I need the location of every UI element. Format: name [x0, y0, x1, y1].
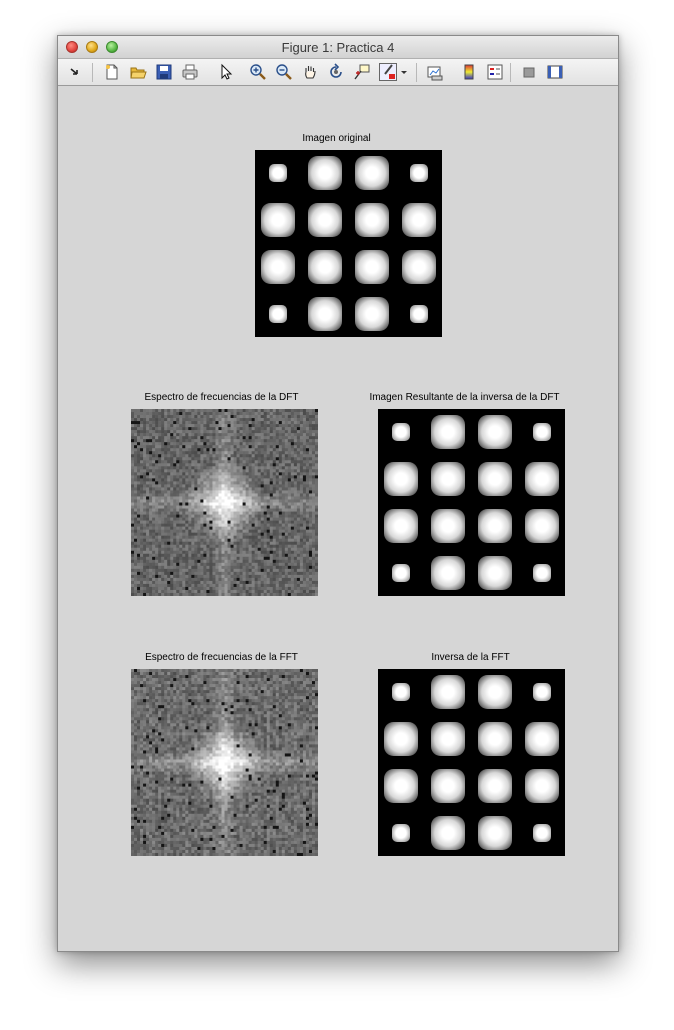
figure-toolbar [58, 59, 618, 86]
dft-inverse-axes-title: Imagen Resultante de la inversa de la DF… [369, 392, 560, 403]
large-square-blob [525, 722, 559, 756]
large-square-blob [431, 816, 465, 850]
fft-spectrum-image-axes[interactable] [131, 669, 318, 856]
link-plot-icon[interactable] [426, 63, 444, 81]
small-square-blob [410, 305, 428, 323]
dft-spectrum-image-axes[interactable] [131, 409, 318, 596]
brush-icon[interactable] [379, 63, 397, 81]
large-square-blob [431, 769, 465, 803]
small-square-blob [533, 564, 551, 582]
data-cursor-icon[interactable] [353, 63, 371, 81]
title-bar[interactable]: Figure 1: Practica 4 [58, 36, 618, 59]
print-icon[interactable] [181, 63, 199, 81]
small-square-blob [392, 824, 410, 842]
legend-icon[interactable] [486, 63, 504, 81]
new-figure-icon[interactable] [103, 63, 121, 81]
dropdown-caret-icon[interactable] [400, 63, 408, 81]
large-square-blob [384, 769, 418, 803]
figure-window: Figure 1: Practica 4 [57, 35, 619, 952]
large-square-blob [431, 509, 465, 543]
colorbar-icon[interactable] [460, 63, 478, 81]
small-square-blob [392, 683, 410, 701]
spectrum-plot [131, 409, 318, 596]
spectrum-plot [131, 669, 318, 856]
large-square-blob [431, 675, 465, 709]
large-square-blob [355, 156, 389, 190]
show-plot-tools-icon[interactable] [546, 63, 564, 81]
large-square-blob [525, 462, 559, 496]
large-square-blob [525, 769, 559, 803]
small-square-blob [533, 683, 551, 701]
small-square-blob [533, 824, 551, 842]
large-square-blob [355, 203, 389, 237]
toolbar-separator [92, 63, 93, 82]
small-square-blob [533, 423, 551, 441]
fft-spectrum-axes-title: Espectro de frecuencias de la FFT [145, 652, 298, 663]
small-square-blob [392, 564, 410, 582]
hide-plot-tools-icon[interactable] [520, 63, 538, 81]
fft-inverse-image-axes[interactable] [378, 669, 565, 856]
small-square-blob [410, 164, 428, 182]
dft-inverse-image-axes[interactable] [378, 409, 565, 596]
small-square-blob [269, 305, 287, 323]
large-square-blob [478, 509, 512, 543]
large-square-blob [478, 462, 512, 496]
rotate-3d-icon[interactable] [327, 63, 345, 81]
large-square-blob [478, 816, 512, 850]
large-square-blob [431, 722, 465, 756]
zoom-in-icon[interactable] [249, 63, 267, 81]
fft-inverse-axes-title: Inversa de la FFT [431, 652, 510, 663]
original-image-axes[interactable] [255, 150, 442, 337]
large-square-blob [478, 415, 512, 449]
minimize-window-button[interactable] [86, 41, 98, 53]
large-square-blob [308, 203, 342, 237]
window-title: Figure 1: Practica 4 [281, 40, 395, 55]
large-square-blob [308, 297, 342, 331]
large-square-blob [478, 722, 512, 756]
small-square-blob [269, 164, 287, 182]
small-square-blob [392, 423, 410, 441]
toolbar-separator [416, 63, 417, 82]
large-square-blob [261, 250, 295, 284]
large-square-blob [431, 462, 465, 496]
open-file-icon[interactable] [129, 63, 147, 81]
large-square-blob [384, 509, 418, 543]
traffic-lights [66, 41, 118, 53]
close-window-button[interactable] [66, 41, 78, 53]
original-axes-title: Imagen original [302, 133, 371, 144]
large-square-blob [355, 297, 389, 331]
large-square-blob [308, 156, 342, 190]
large-square-blob [355, 250, 389, 284]
pointer-icon[interactable] [217, 63, 235, 81]
large-square-blob [308, 250, 342, 284]
large-square-blob [478, 769, 512, 803]
save-icon[interactable] [155, 63, 173, 81]
large-square-blob [431, 415, 465, 449]
large-square-blob [384, 722, 418, 756]
large-square-blob [478, 675, 512, 709]
zoom-window-button[interactable] [106, 41, 118, 53]
zoom-out-icon[interactable] [275, 63, 293, 81]
large-square-blob [402, 203, 436, 237]
large-square-blob [431, 556, 465, 590]
large-square-blob [384, 462, 418, 496]
dock-arrow-icon[interactable] [66, 63, 84, 81]
pan-hand-icon[interactable] [301, 63, 319, 81]
dft-spectrum-axes-title: Espectro de frecuencias de la DFT [144, 392, 299, 403]
large-square-blob [402, 250, 436, 284]
large-square-blob [261, 203, 295, 237]
toolbar-separator [510, 63, 511, 82]
large-square-blob [525, 509, 559, 543]
large-square-blob [478, 556, 512, 590]
